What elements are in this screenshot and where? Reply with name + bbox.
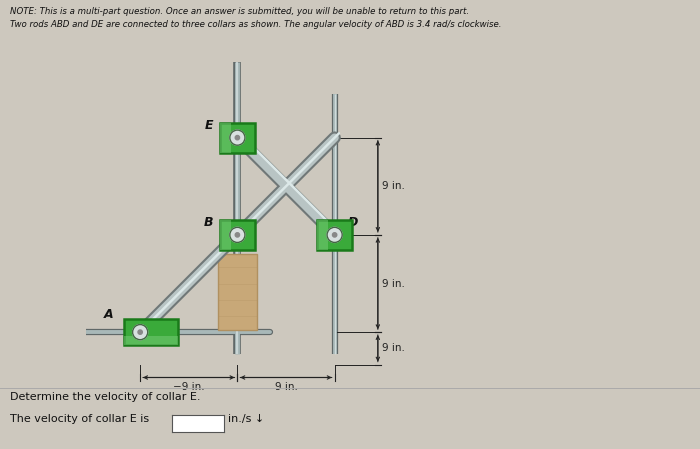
Circle shape <box>327 227 342 242</box>
Circle shape <box>235 136 239 140</box>
Text: 9 in.: 9 in. <box>382 181 405 191</box>
Text: −9 in.: −9 in. <box>173 382 204 392</box>
Bar <box>317 220 352 250</box>
Text: 9 in.: 9 in. <box>382 343 405 353</box>
Circle shape <box>230 130 245 145</box>
Bar <box>220 123 231 153</box>
Bar <box>220 123 255 153</box>
Circle shape <box>138 330 142 334</box>
Text: A: A <box>104 308 113 321</box>
Bar <box>124 336 178 345</box>
Circle shape <box>235 233 239 237</box>
Bar <box>218 254 257 330</box>
Text: E: E <box>205 119 214 132</box>
Text: The velocity of collar E is: The velocity of collar E is <box>10 414 150 424</box>
Circle shape <box>332 233 337 237</box>
Text: Two rods ABD and DE are connected to three collars as shown. The angular velocit: Two rods ABD and DE are connected to thr… <box>10 20 502 29</box>
Bar <box>124 319 178 345</box>
Text: Determine the velocity of collar E.: Determine the velocity of collar E. <box>10 392 201 402</box>
Bar <box>220 220 231 250</box>
Text: 9 in.: 9 in. <box>274 382 298 392</box>
Bar <box>317 220 328 250</box>
Bar <box>220 220 255 250</box>
Text: B: B <box>204 216 214 229</box>
Text: 9 in.: 9 in. <box>382 278 405 289</box>
Circle shape <box>132 325 148 340</box>
Text: NOTE: This is a multi-part question. Once an answer is submitted, you will be un: NOTE: This is a multi-part question. Onc… <box>10 7 470 16</box>
Text: D: D <box>348 216 358 229</box>
Circle shape <box>230 227 245 242</box>
Text: in./s ↓: in./s ↓ <box>228 414 264 424</box>
